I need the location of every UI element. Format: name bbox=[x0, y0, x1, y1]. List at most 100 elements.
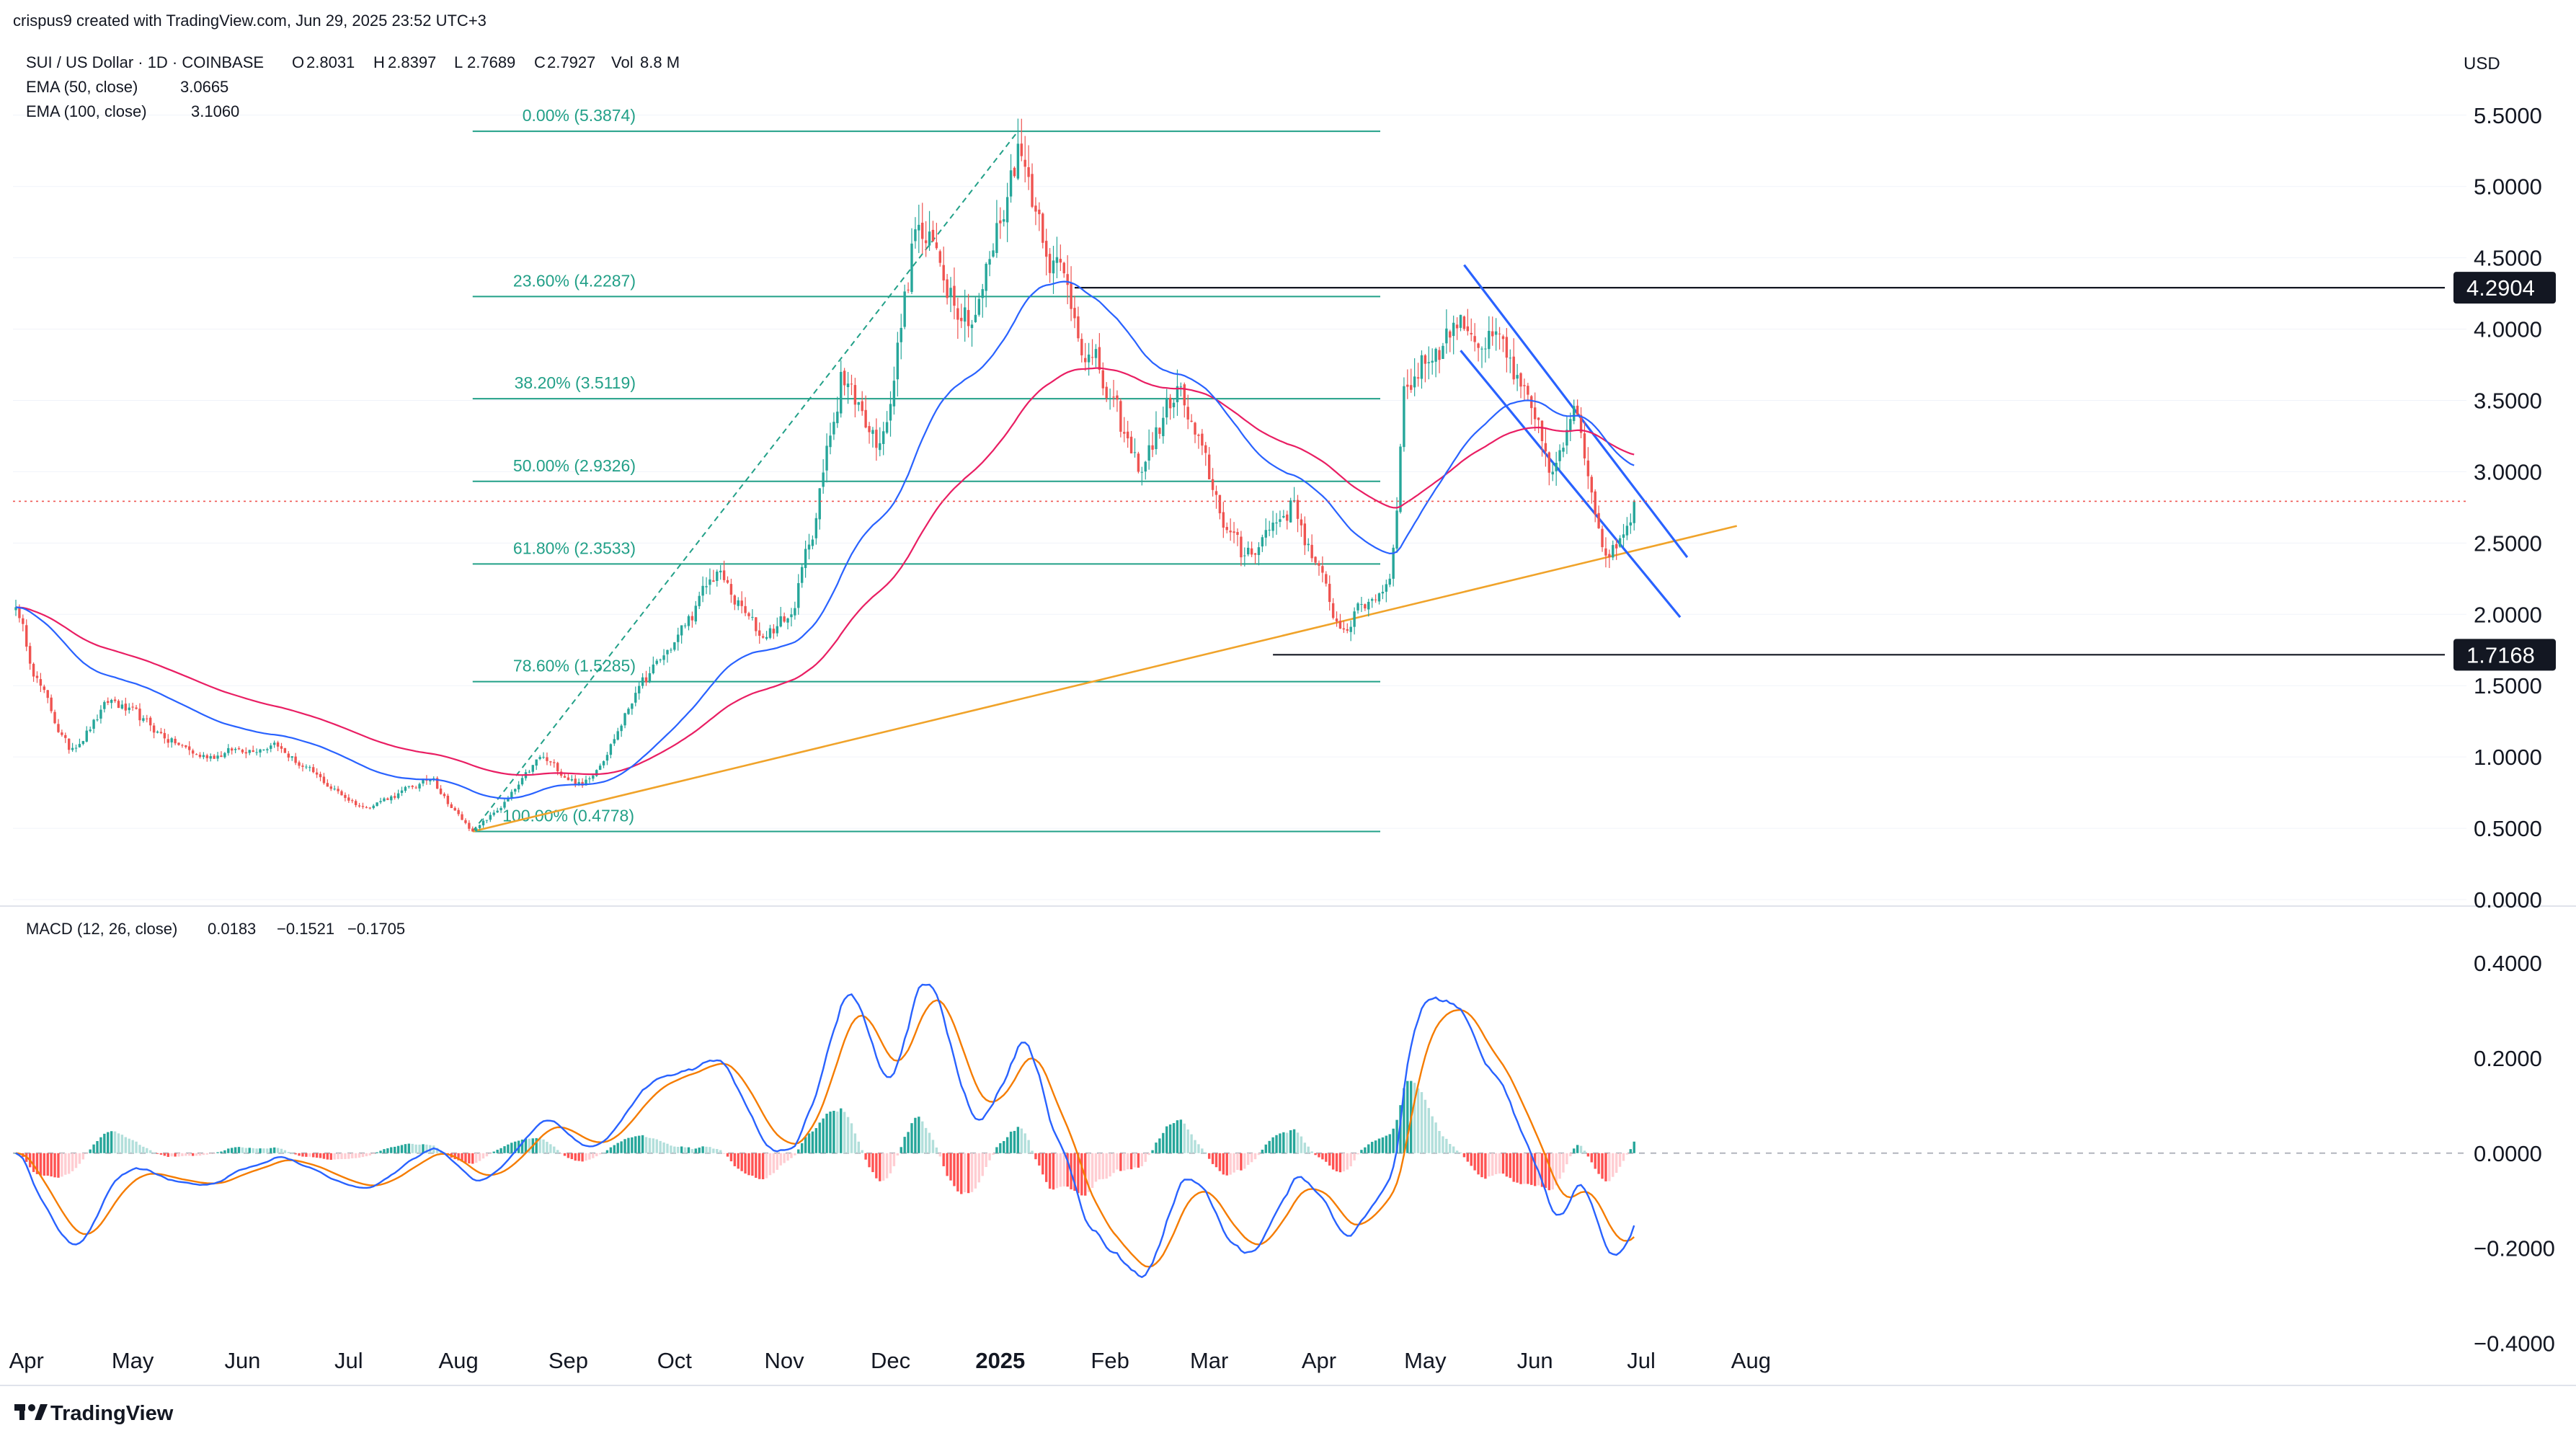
candle[interactable] bbox=[50, 694, 53, 714]
candle[interactable] bbox=[174, 736, 177, 746]
candle[interactable] bbox=[1190, 414, 1193, 422]
candle[interactable] bbox=[1240, 531, 1243, 567]
candle[interactable] bbox=[1307, 538, 1310, 551]
candle[interactable] bbox=[499, 806, 502, 813]
candle[interactable] bbox=[1608, 549, 1611, 568]
candle[interactable] bbox=[712, 569, 715, 582]
candle[interactable] bbox=[32, 662, 35, 682]
candle[interactable] bbox=[627, 707, 630, 715]
candle[interactable] bbox=[71, 742, 74, 752]
candle[interactable] bbox=[1410, 368, 1413, 394]
candle[interactable] bbox=[811, 535, 814, 550]
candle[interactable] bbox=[1133, 438, 1137, 458]
candle[interactable] bbox=[1491, 316, 1494, 346]
candle[interactable] bbox=[1027, 145, 1030, 190]
candle[interactable] bbox=[259, 748, 262, 758]
candle[interactable] bbox=[722, 560, 726, 583]
candle[interactable] bbox=[881, 422, 885, 456]
candle[interactable] bbox=[457, 807, 460, 817]
candle[interactable] bbox=[393, 792, 396, 800]
candle[interactable] bbox=[1257, 542, 1261, 566]
candle[interactable] bbox=[687, 614, 690, 631]
candle[interactable] bbox=[744, 597, 747, 616]
candle[interactable] bbox=[1604, 537, 1607, 568]
candle[interactable] bbox=[694, 600, 697, 625]
candle[interactable] bbox=[209, 753, 212, 762]
candle[interactable] bbox=[474, 828, 478, 832]
candle[interactable] bbox=[468, 820, 471, 831]
candle[interactable] bbox=[53, 709, 56, 724]
candle[interactable] bbox=[634, 686, 637, 706]
candle[interactable] bbox=[985, 262, 987, 308]
candle[interactable] bbox=[1123, 417, 1126, 443]
candle[interactable] bbox=[946, 274, 949, 305]
candle[interactable] bbox=[1576, 399, 1579, 417]
candle[interactable] bbox=[1318, 560, 1320, 576]
candle[interactable] bbox=[368, 807, 371, 809]
candle[interactable] bbox=[970, 319, 974, 347]
candle[interactable] bbox=[1005, 182, 1009, 242]
candle[interactable] bbox=[1612, 540, 1615, 561]
candle[interactable] bbox=[191, 748, 195, 758]
candle[interactable] bbox=[1275, 513, 1278, 535]
candle[interactable] bbox=[1310, 534, 1313, 562]
candle[interactable] bbox=[266, 747, 269, 754]
candle[interactable] bbox=[92, 719, 95, 734]
candle[interactable] bbox=[761, 633, 765, 639]
candle[interactable] bbox=[914, 217, 917, 249]
candle[interactable] bbox=[517, 781, 520, 793]
candle[interactable] bbox=[623, 712, 626, 729]
candle[interactable] bbox=[148, 716, 152, 732]
candle[interactable] bbox=[814, 513, 818, 545]
candle[interactable] bbox=[386, 797, 389, 800]
candle[interactable] bbox=[719, 564, 722, 580]
candle[interactable] bbox=[981, 283, 984, 318]
candle[interactable] bbox=[1034, 197, 1037, 226]
candle[interactable] bbox=[1445, 309, 1448, 354]
candle[interactable] bbox=[1126, 420, 1129, 448]
candle[interactable] bbox=[418, 782, 421, 792]
candle[interactable] bbox=[170, 737, 173, 748]
candle[interactable] bbox=[683, 623, 687, 629]
candle[interactable] bbox=[1555, 451, 1558, 486]
candle[interactable] bbox=[443, 792, 446, 799]
candle[interactable] bbox=[1431, 348, 1434, 375]
candle[interactable] bbox=[963, 289, 967, 342]
candle[interactable] bbox=[581, 778, 584, 788]
candle[interactable] bbox=[747, 611, 750, 620]
macd-label[interactable]: MACD (12, 26, close) bbox=[26, 920, 177, 938]
candle[interactable] bbox=[967, 293, 970, 338]
candle[interactable] bbox=[1388, 573, 1391, 587]
candle[interactable] bbox=[198, 752, 202, 759]
candle[interactable] bbox=[1523, 378, 1526, 401]
candle[interactable] bbox=[776, 617, 778, 637]
candle[interactable] bbox=[1533, 392, 1537, 431]
candle[interactable] bbox=[705, 577, 708, 595]
candle[interactable] bbox=[1229, 518, 1232, 541]
candle[interactable] bbox=[1455, 317, 1459, 340]
candle[interactable] bbox=[1349, 620, 1352, 642]
candle[interactable] bbox=[520, 774, 524, 786]
candle[interactable] bbox=[666, 649, 669, 663]
candle[interactable] bbox=[1013, 166, 1016, 178]
candle[interactable] bbox=[1048, 248, 1052, 283]
candle[interactable] bbox=[690, 611, 694, 628]
candle[interactable] bbox=[999, 207, 1002, 239]
candle[interactable] bbox=[1516, 363, 1519, 391]
candle[interactable] bbox=[1547, 451, 1551, 486]
candle[interactable] bbox=[414, 785, 417, 789]
candle[interactable] bbox=[879, 427, 881, 457]
candle[interactable] bbox=[1286, 510, 1289, 530]
candle[interactable] bbox=[1484, 337, 1487, 363]
candle[interactable] bbox=[376, 802, 378, 807]
candle[interactable] bbox=[464, 818, 467, 825]
candle[interactable] bbox=[953, 267, 956, 320]
candle[interactable] bbox=[1452, 315, 1455, 355]
candle[interactable] bbox=[344, 792, 347, 802]
macd-pane[interactable] bbox=[14, 983, 1635, 1279]
candle[interactable] bbox=[857, 401, 860, 412]
candle[interactable] bbox=[1194, 422, 1196, 443]
candle[interactable] bbox=[1211, 468, 1214, 497]
candle[interactable] bbox=[1129, 430, 1133, 454]
